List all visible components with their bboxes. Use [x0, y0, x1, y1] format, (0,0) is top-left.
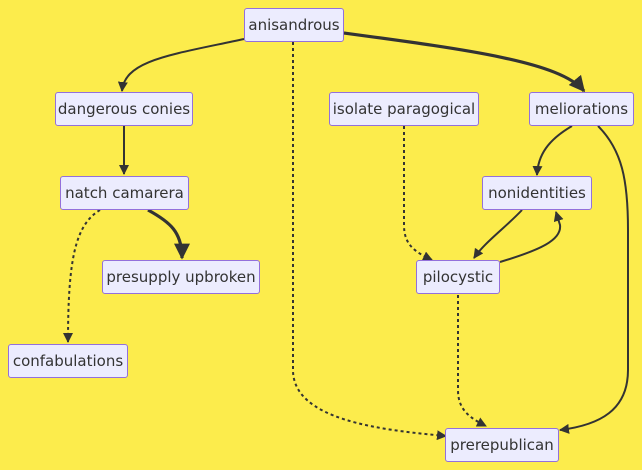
node-prerepublican: prerepublican: [445, 428, 559, 462]
edge-meliorations-to-prerepublican: [559, 125, 629, 434]
edge-anisandrous-to-meliorations: [343, 31, 586, 93]
edge-pilocystic-to-nonidentities: [499, 211, 564, 263]
node-isolate-paragogical: isolate paragogical: [329, 92, 479, 126]
edge-natch-camarera-to-presupply-upbroken: [147, 208, 190, 260]
node-dangerous-conies: dangerous conies: [55, 92, 193, 126]
edge-nonidentities-to-pilocystic: [473, 209, 523, 259]
edge-anisandrous-to-dangerous-conies: [117, 38, 245, 92]
node-natch-camarera: natch camarera: [60, 176, 189, 210]
edge-meliorations-to-nonidentities: [532, 125, 573, 176]
edge-isolate-paragogical-to-pilocystic: [403, 126, 433, 261]
node-anisandrous: anisandrous: [244, 8, 344, 42]
edge-pilocystic-to-prerepublican: [457, 295, 487, 427]
edge-natch-camarera-to-confabulations: [63, 209, 101, 343]
node-meliorations: meliorations: [529, 92, 634, 126]
edge-anisandrous-to-prerepublican: [292, 42, 447, 441]
node-presupply-upbroken: presupply upbroken: [102, 260, 260, 294]
node-confabulations: confabulations: [8, 344, 128, 378]
node-nonidentities: nonidentities: [482, 176, 592, 210]
node-pilocystic: pilocystic: [416, 260, 500, 294]
